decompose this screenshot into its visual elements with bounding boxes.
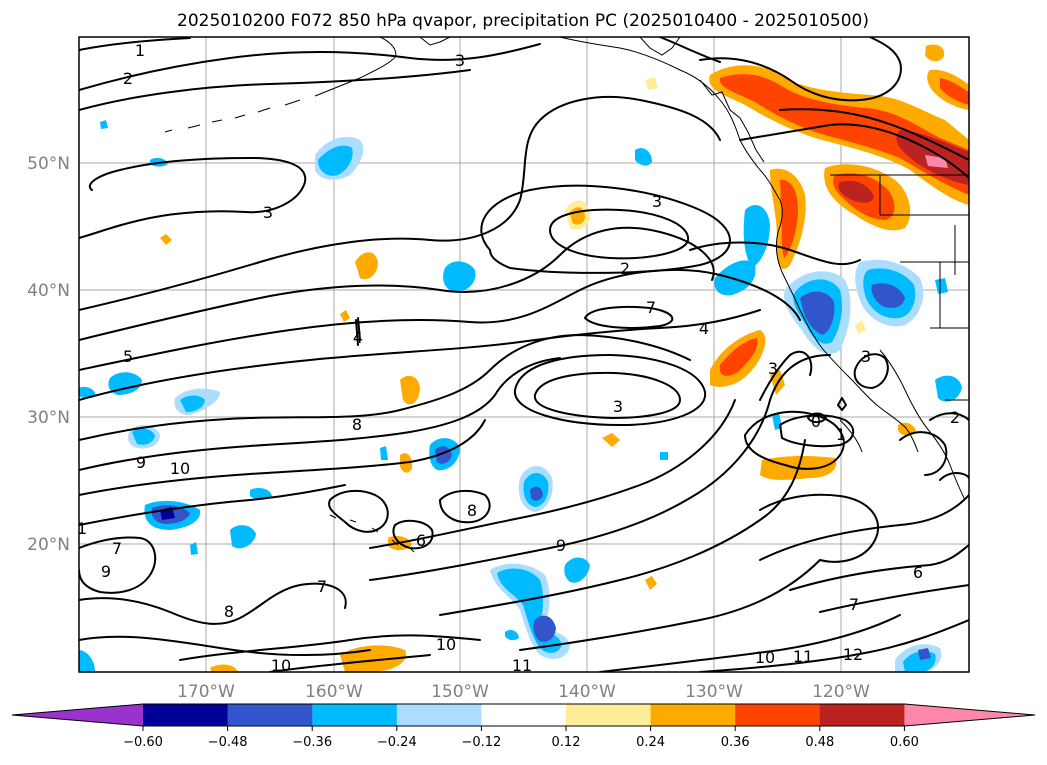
lon-tick-label: 160°W	[305, 682, 363, 702]
colorbar-extend-high	[904, 704, 1035, 726]
colorbar-extend-low	[12, 704, 143, 726]
lon-tick-label: 170°W	[177, 682, 235, 702]
contour-label: 1	[836, 425, 846, 444]
contour-label: 11	[512, 656, 532, 675]
colorbar-tick-label: −0.12	[461, 735, 501, 750]
map-plot-area: 1 2 3 3 3 2 7 4 5 4 3 3 8 9 10 1 7 9 7 8…	[77, 37, 969, 675]
contour-label: 8	[224, 602, 234, 621]
contour-label: 4	[699, 319, 709, 338]
colorbar: −0.60 −0.48 −0.36 −0.24 −0.12 0.12 0.24 0.36 0.4…	[11, 703, 1036, 750]
contour-label: 4	[353, 328, 363, 347]
colorbar-tick-label: 0.36	[721, 735, 750, 750]
contour-label: 3	[768, 359, 778, 378]
contour-label: 9	[556, 536, 566, 555]
colorbar-segment	[312, 704, 398, 726]
lat-tick-label: 50°N	[27, 154, 70, 174]
contour-label: 2	[620, 259, 630, 278]
contour-label: 1	[135, 41, 145, 60]
contour-label: 7	[646, 298, 656, 317]
contour-label: 9	[101, 562, 111, 581]
map-frame	[78, 36, 970, 673]
contour-label: 7	[112, 539, 122, 558]
colorbar-tick-label: −0.60	[123, 735, 163, 750]
contour-label: 3	[861, 347, 871, 366]
contour-label: 1	[77, 519, 87, 538]
contour-label: 2	[123, 69, 133, 88]
contour-label: 3	[455, 51, 465, 70]
colorbar-tick-label: 0.60	[890, 735, 919, 750]
colorbar-segment	[481, 704, 567, 726]
contour-label: 0	[811, 412, 821, 431]
contour-label: 2	[950, 408, 960, 427]
lon-tick-label: 150°W	[431, 682, 489, 702]
contour-label: 3	[613, 397, 623, 416]
contour-label: 3	[652, 192, 662, 211]
contour-labels: 1 2 3 3 3 2 7 4 5 4 3 3 8 9 10 1 7 9 7 8…	[77, 41, 960, 675]
contour-label: 10	[755, 648, 775, 667]
lat-tick-label: 20°N	[27, 535, 70, 555]
lat-tick-label: 40°N	[27, 281, 70, 301]
map-title: 2025010200 F072 850 hPa qvapor, precipit…	[177, 11, 869, 31]
lon-tick-label: 120°W	[812, 682, 870, 702]
lon-tick-label: 140°W	[558, 682, 616, 702]
colorbar-tick-label: −0.36	[292, 735, 332, 750]
colorbar-tick-label: 0.24	[636, 735, 665, 750]
colorbar-segment	[819, 704, 905, 726]
contour-label: 7	[849, 595, 859, 614]
contour-label: 10	[271, 656, 291, 675]
lat-tick-label: 30°N	[27, 408, 70, 428]
contour-label: 8	[352, 415, 362, 434]
colorbar-segment	[227, 704, 313, 726]
contour-label: 10	[170, 459, 190, 478]
colorbar-segment	[566, 704, 652, 726]
coastlines	[164, 37, 969, 553]
colorbar-segment	[650, 704, 736, 726]
contour-label: 10	[436, 635, 456, 654]
contour-label: 6	[913, 563, 923, 582]
contour-label: 12	[843, 645, 863, 664]
colorbar-tick-label: −0.24	[377, 735, 417, 750]
positive-precip-anomaly	[160, 44, 969, 672]
colorbar-tick-label: 0.48	[805, 735, 834, 750]
colorbar-tick-label: −0.48	[208, 735, 248, 750]
contour-lines	[79, 37, 969, 672]
contour-label: 3	[263, 203, 273, 222]
graticule	[79, 37, 969, 672]
colorbar-segment	[735, 704, 821, 726]
contour-label: 9	[136, 453, 146, 472]
latitude-ticks: 50°N 40°N 30°N 20°N	[27, 154, 70, 555]
contour-label: 8	[467, 501, 477, 520]
contour-label: 6	[416, 531, 426, 550]
colorbar-segment	[143, 704, 229, 726]
contour-label: 11	[793, 647, 813, 666]
contour-label: 7	[317, 577, 327, 596]
colorbar-segment	[396, 704, 482, 726]
longitude-ticks: 170°W 160°W 150°W 140°W 130°W 120°W	[177, 682, 870, 702]
lon-tick-label: 130°W	[685, 682, 743, 702]
contour-label: 5	[123, 347, 133, 366]
colorbar-tick-label: 0.12	[552, 735, 581, 750]
